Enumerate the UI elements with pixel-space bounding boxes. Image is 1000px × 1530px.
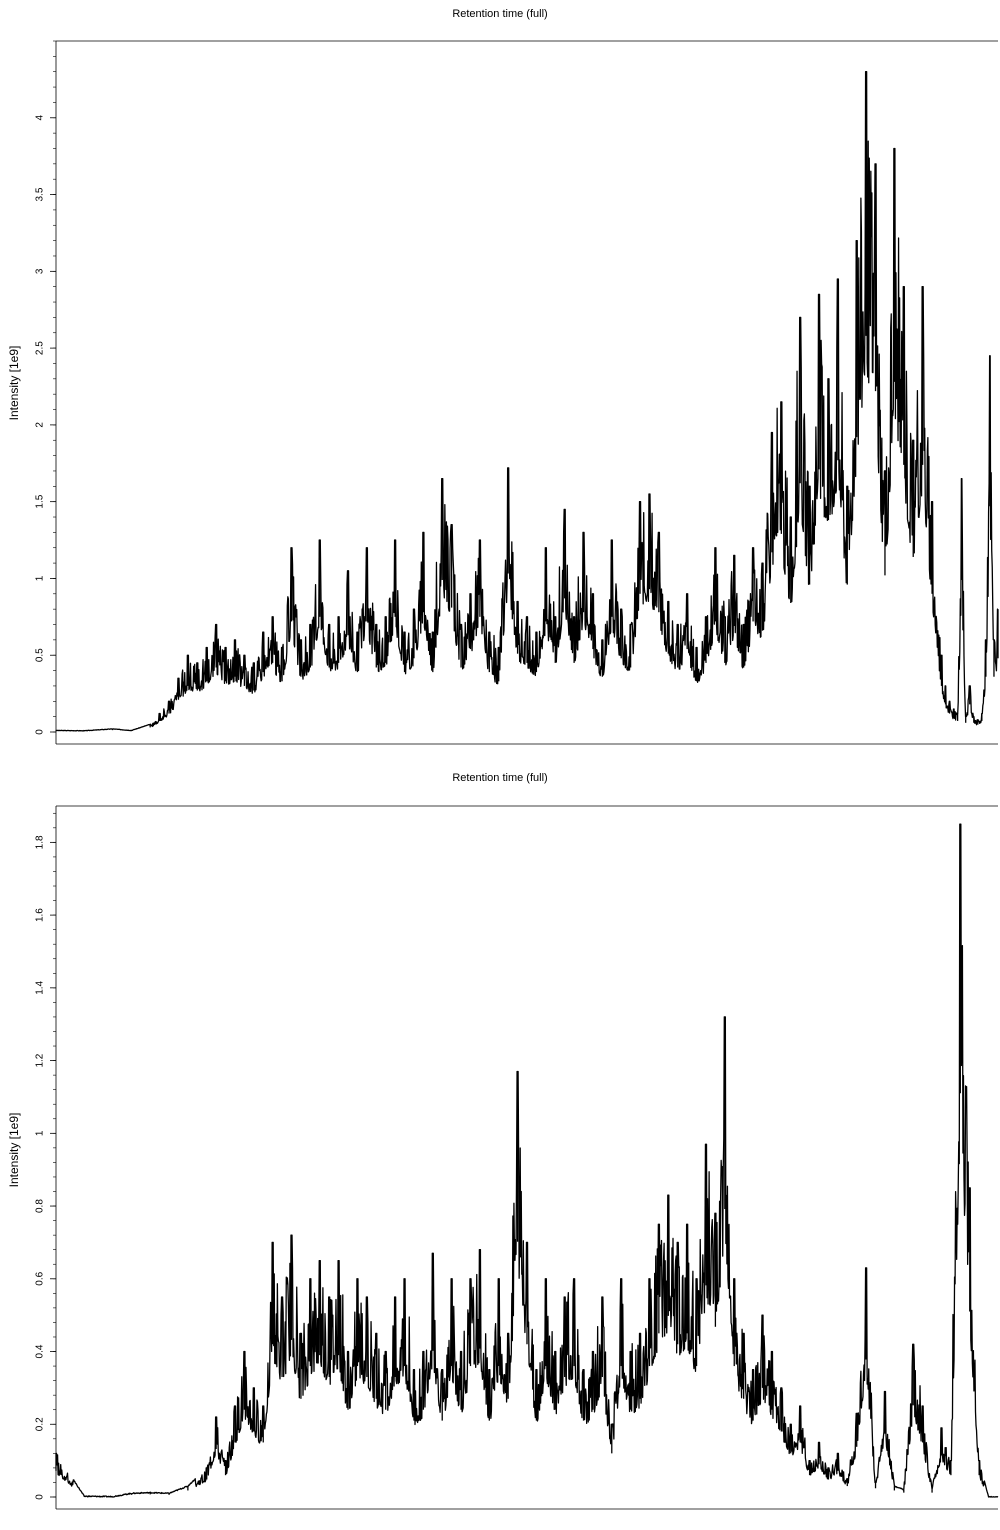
y-tick-label: 0.8 — [35, 1199, 46, 1213]
y-tick-label: 0 — [35, 1494, 46, 1500]
y-tick-label: 1 — [35, 1130, 46, 1136]
chart-title-bottom: Retention time (full) — [452, 772, 548, 784]
y-tick-label: 1.6 — [35, 908, 46, 922]
y-tick-label: 3 — [35, 268, 46, 274]
y-tick-label: 0.4 — [35, 1344, 46, 1358]
chart-title-top: Retention time (full) — [452, 8, 548, 20]
y-tick-label: 3.5 — [35, 187, 46, 201]
series-line — [55, 823, 999, 1498]
y-tick-label: 1.4 — [35, 980, 46, 994]
y-tick-label: 0.6 — [35, 1271, 46, 1285]
series-line — [55, 71, 999, 732]
y-tick-label: 1.5 — [35, 494, 46, 508]
y-tick-label: 0.2 — [35, 1417, 46, 1431]
y-tick-label: 0 — [35, 729, 46, 735]
y-tick-label: 2 — [35, 422, 46, 428]
y-tick-label: 1.2 — [35, 1053, 46, 1067]
chart-top: 0 0.5 1 1.5 2 2.5 3 3.5 4 — [35, 40, 999, 745]
y-tick-label: 1.8 — [35, 835, 46, 849]
y-tick-label: 1 — [35, 575, 46, 581]
y-tick-label: 0.5 — [35, 648, 46, 662]
y-tick-label: 2.5 — [35, 341, 46, 355]
y-tick-label: 4 — [35, 115, 46, 121]
